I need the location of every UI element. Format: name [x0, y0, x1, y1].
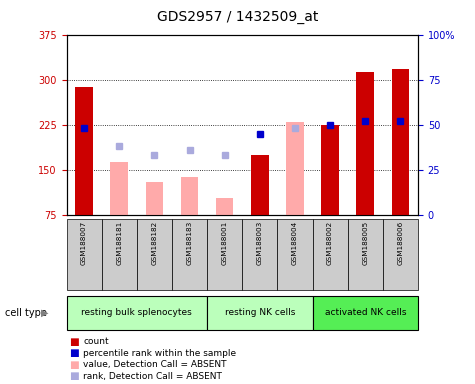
Bar — [216, 198, 233, 215]
Bar — [145, 182, 163, 215]
Text: GSM188183: GSM188183 — [187, 221, 192, 265]
Bar — [391, 70, 409, 215]
Bar — [242, 219, 277, 290]
Bar — [172, 219, 207, 290]
Text: percentile rank within the sample: percentile rank within the sample — [83, 349, 236, 358]
Text: resting NK cells: resting NK cells — [225, 308, 295, 318]
Bar — [383, 219, 418, 290]
Text: resting bulk splenocytes: resting bulk splenocytes — [81, 308, 192, 318]
Text: value, Detection Call = ABSENT: value, Detection Call = ABSENT — [83, 360, 227, 369]
Text: GSM188002: GSM188002 — [327, 221, 333, 265]
Text: GDS2957 / 1432509_at: GDS2957 / 1432509_at — [157, 10, 318, 23]
Text: GSM188004: GSM188004 — [292, 221, 298, 265]
Text: count: count — [83, 337, 109, 346]
Bar — [75, 87, 93, 215]
Bar — [348, 219, 383, 290]
Text: GSM188006: GSM188006 — [398, 221, 403, 265]
Bar — [66, 296, 207, 330]
Bar — [102, 219, 137, 290]
Text: GSM188181: GSM188181 — [116, 221, 122, 265]
Bar — [356, 72, 374, 215]
Text: activated NK cells: activated NK cells — [324, 308, 406, 318]
Bar — [313, 296, 418, 330]
Text: ■: ■ — [69, 360, 78, 370]
Text: rank, Detection Call = ABSENT: rank, Detection Call = ABSENT — [83, 372, 222, 381]
Text: ■: ■ — [69, 348, 78, 358]
Text: GSM188001: GSM188001 — [222, 221, 228, 265]
Text: ■: ■ — [69, 337, 78, 347]
Bar — [137, 219, 172, 290]
Bar — [207, 296, 313, 330]
Bar — [277, 219, 313, 290]
Bar — [207, 219, 242, 290]
Text: GSM188003: GSM188003 — [257, 221, 263, 265]
Text: ■: ■ — [69, 371, 78, 381]
Text: GSM188005: GSM188005 — [362, 221, 368, 265]
Bar — [66, 219, 102, 290]
Bar — [286, 122, 304, 215]
Text: GSM188182: GSM188182 — [152, 221, 157, 265]
Bar — [321, 125, 339, 215]
Text: ▶: ▶ — [41, 308, 48, 318]
Text: cell type: cell type — [5, 308, 47, 318]
Bar — [180, 177, 199, 215]
Bar — [251, 155, 269, 215]
Text: GSM188007: GSM188007 — [81, 221, 87, 265]
Bar — [313, 219, 348, 290]
Bar — [110, 162, 128, 215]
